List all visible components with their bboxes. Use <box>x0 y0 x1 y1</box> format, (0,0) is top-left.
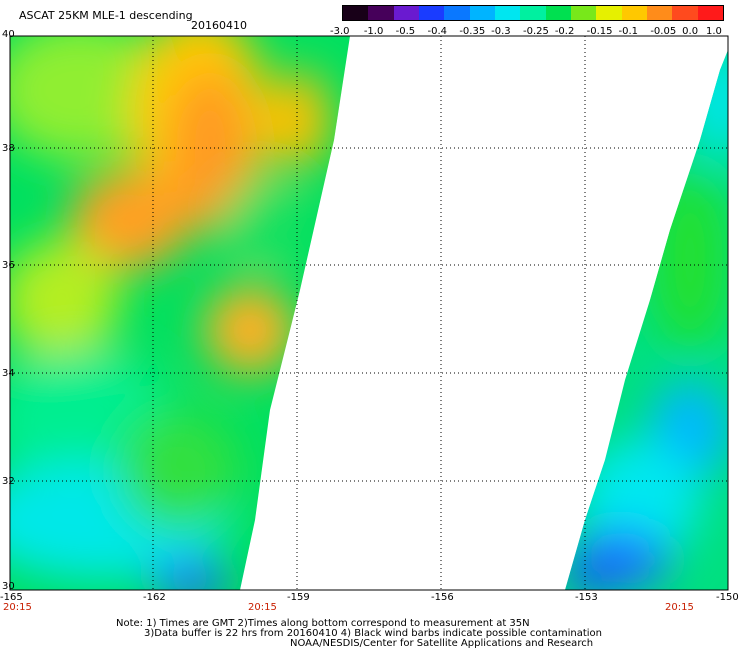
lat-label-36: 36 <box>2 260 15 271</box>
colorbar-tick-label: 0.0 <box>682 26 699 37</box>
colorbar-tick-label: -3.0 <box>330 26 350 37</box>
time-label-left: 20:15 <box>3 602 32 613</box>
time-label-middle: 20:15 <box>248 602 277 613</box>
colorbar-segment <box>393 6 419 20</box>
graticule <box>10 36 728 590</box>
lon-label-150: -150 <box>716 592 739 603</box>
colorbar-segment <box>646 6 673 20</box>
colorbar-segment <box>545 6 571 20</box>
chart-title: ASCAT 25KM MLE-1 descending <box>19 9 193 22</box>
colorbar-tick-label: -0.2 <box>554 26 575 37</box>
lat-label-40: 40 <box>2 29 15 40</box>
colorbar-segment <box>368 6 394 20</box>
colorbar-tick-label: -0.4 <box>427 26 448 37</box>
colorbar-tick-label: -0.1 <box>618 26 639 37</box>
lon-label-156: -156 <box>431 592 454 603</box>
lat-label-38: 38 <box>2 143 15 154</box>
colorbar-segment <box>494 6 521 20</box>
colorbar-segment <box>596 6 622 20</box>
lon-label-162: -162 <box>143 592 166 603</box>
map-frame <box>9 35 729 591</box>
lon-label-159: -159 <box>287 592 310 603</box>
colorbar-tick-label: -0.15 <box>586 26 613 37</box>
lon-label-165: -165 <box>0 592 23 603</box>
note-line-1: Note: 1) Times are GMT 2)Times along bot… <box>116 618 530 629</box>
lon-label-153: -153 <box>575 592 598 603</box>
colorbar-segment <box>570 6 597 20</box>
time-label-right: 20:15 <box>665 602 694 613</box>
left-swath <box>10 36 350 590</box>
colorbar-segment <box>520 6 546 20</box>
colorbar-segment <box>697 6 723 20</box>
note-line-3: NOAA/NESDIS/Center for Satellite Applica… <box>290 638 594 649</box>
colorbar-segment <box>444 6 470 20</box>
colorbar-segment <box>469 6 495 20</box>
colorbar-tick-label: 1.0 <box>706 26 722 37</box>
right-swath <box>565 50 728 590</box>
note-line-2: 3)Data buffer is 22 hrs from 20160410 4)… <box>144 628 602 639</box>
colorbar-tick-label: -0.25 <box>523 26 549 37</box>
colorbar-tick-label: -1.0 <box>363 26 384 37</box>
date-label: 20160410 <box>191 19 247 32</box>
colorbar-segment <box>621 6 647 20</box>
colorbar-segment <box>343 6 369 20</box>
lat-label-30: 30 <box>2 581 15 592</box>
colorbar-tick-label: -0.05 <box>650 26 677 37</box>
colorbar-segment <box>672 6 698 20</box>
colorbar-tick-label: -0.35 <box>459 26 486 37</box>
lat-label-34: 34 <box>2 368 15 379</box>
colorbar-tick-label: -0.3 <box>491 26 511 37</box>
lat-label-32: 32 <box>2 476 15 487</box>
colorbar <box>342 5 724 21</box>
colorbar-segment <box>418 6 445 20</box>
colorbar-tick-label: -0.5 <box>395 26 416 37</box>
